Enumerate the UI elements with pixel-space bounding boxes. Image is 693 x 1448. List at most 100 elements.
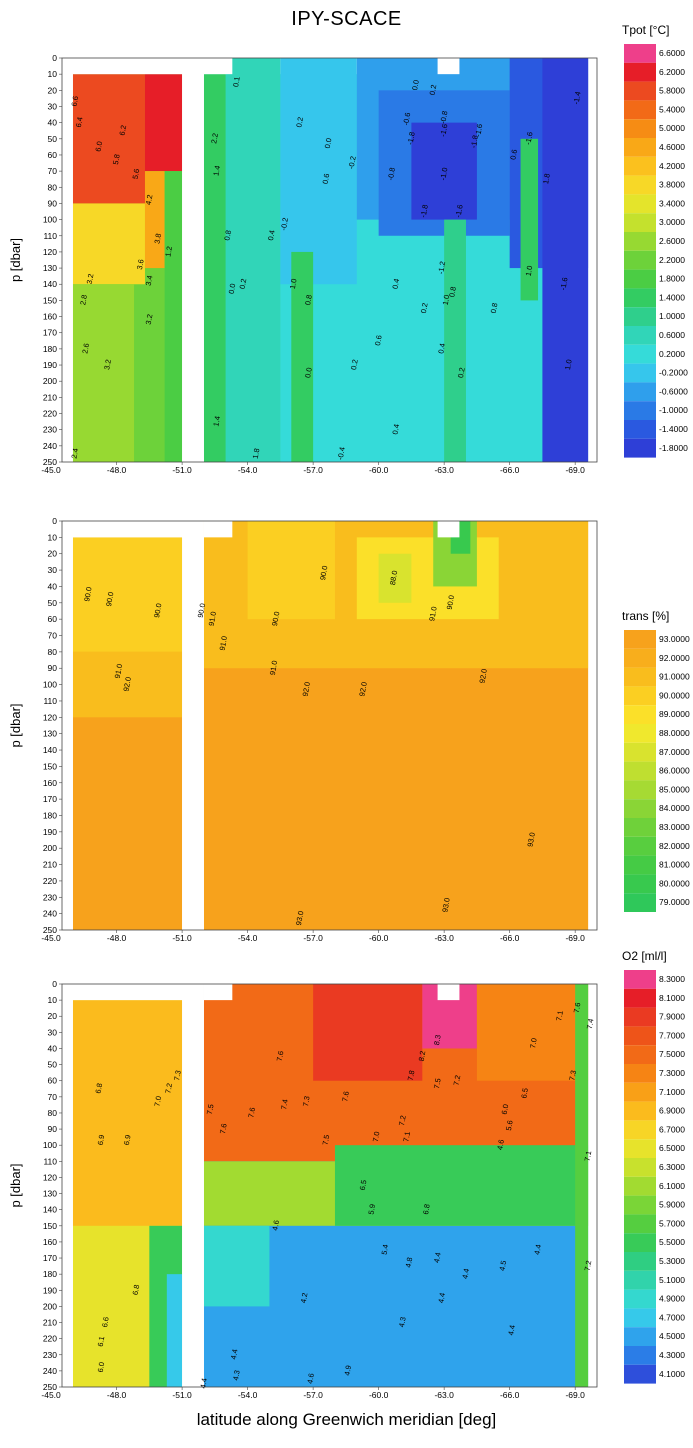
- contour-label: -1.4: [572, 91, 583, 105]
- colorbar-swatch: [624, 818, 656, 837]
- contour-label: 7.3: [567, 1070, 578, 1082]
- contour-label: 0.6: [373, 334, 384, 346]
- contour-label: 7.1: [583, 1150, 594, 1162]
- field-patch: [378, 553, 412, 603]
- colorbar-label: 5.1000: [659, 1275, 685, 1285]
- colorbar-label: 4.2000: [659, 161, 685, 171]
- colorbar-label: 4.5000: [659, 1331, 685, 1341]
- data-gap: [203, 58, 233, 75]
- x-tick-label: -54.0: [238, 465, 258, 475]
- colorbar-label: -0.2000: [659, 368, 688, 378]
- colorbar-label: 91.0000: [659, 672, 690, 682]
- y-tick-label: 230: [43, 425, 57, 435]
- contour-label: 4.4: [198, 1377, 209, 1389]
- contour-label: 5.6: [131, 168, 142, 180]
- colorbar-swatch: [624, 156, 656, 176]
- colorbar-label: -1.4000: [659, 424, 688, 434]
- contour-label: 6.6: [100, 1316, 111, 1328]
- colorbar-swatch: [624, 194, 656, 214]
- x-tick-label: -60.0: [369, 465, 389, 475]
- contour-label: 90.0: [270, 611, 281, 627]
- x-tick-label: -66.0: [500, 465, 520, 475]
- contour-label: -1.6: [438, 123, 449, 137]
- y-tick-label: 240: [43, 909, 57, 919]
- y-tick-label: 140: [43, 1205, 57, 1215]
- field-patch: [203, 74, 226, 462]
- plot-frame: [61, 57, 598, 463]
- colorbar-swatch: [624, 1101, 656, 1121]
- colorbar-label: 87.0000: [659, 747, 690, 757]
- colorbar-label: 89.0000: [659, 709, 690, 719]
- contour-label: -1.0: [438, 167, 449, 181]
- x-tick-label: -57.0: [303, 933, 323, 943]
- colorbar-label: 83.0000: [659, 822, 690, 832]
- colorbar-label: 82.0000: [659, 841, 690, 851]
- contour-label: 0.2: [428, 84, 439, 96]
- x-tick-label: -45.0: [41, 1390, 61, 1400]
- contour-label: 6.1: [96, 1336, 107, 1348]
- colorbar-swatch: [624, 724, 656, 743]
- x-tick-label: -57.0: [303, 465, 323, 475]
- data-gap: [203, 984, 233, 1001]
- colorbar-swatch: [624, 988, 656, 1008]
- contour-label: -1.8: [406, 131, 417, 145]
- color-field: [72, 521, 589, 930]
- colorbar-swatch: [624, 100, 656, 120]
- contour-label: 6.8: [421, 1203, 432, 1215]
- contour-label: -1.6: [454, 204, 465, 218]
- colorbar-label: 3.4000: [659, 198, 685, 208]
- colorbar-label: -1.0000: [659, 405, 688, 415]
- contour-label: 7.0: [371, 1131, 382, 1143]
- y-tick-label: 220: [43, 1334, 57, 1344]
- y-tick-label: 50: [48, 598, 58, 608]
- contour-label: 6.4: [74, 116, 85, 128]
- contour-label: 7.2: [583, 1260, 594, 1272]
- colorbar-swatch: [624, 667, 656, 687]
- contour-label: 6.5: [519, 1087, 530, 1099]
- contour-label: 93.0: [294, 910, 305, 926]
- data-gap: [62, 58, 73, 462]
- colorbar-swatch: [624, 836, 656, 856]
- contour-label: 7.5: [432, 1078, 443, 1090]
- data-gap: [72, 58, 183, 75]
- colorbar-label: 79.0000: [659, 897, 690, 907]
- colorbar-label: 0.2000: [659, 349, 685, 359]
- colorbar-label: 7.9000: [659, 1012, 685, 1022]
- colorbar-swatch: [624, 81, 656, 101]
- colorbar-swatch: [624, 1026, 656, 1046]
- contour-label: 0.6: [321, 173, 332, 185]
- colorbar-swatch: [624, 742, 656, 762]
- contour-label: 90.0: [318, 565, 329, 581]
- contour-label: 0.2: [349, 359, 360, 371]
- colorbar-swatch: [624, 250, 656, 270]
- colorbar-swatch: [624, 1195, 656, 1215]
- colorbar-label: 88.0000: [659, 728, 690, 738]
- plot-frame: [61, 983, 598, 1388]
- contour-label: 8.3: [432, 1034, 443, 1046]
- y-tick-label: 120: [43, 1172, 57, 1182]
- y-tick-label: 190: [43, 360, 57, 370]
- colorbar-swatch: [624, 232, 656, 251]
- colorbar-swatch: [624, 1082, 656, 1102]
- data-gap: [182, 58, 204, 462]
- contour-label: 4.9: [342, 1365, 353, 1377]
- contour-label: 3.8: [152, 233, 163, 245]
- contour-label: 7.5: [321, 1134, 332, 1146]
- y-tick-label: 100: [43, 215, 57, 225]
- field-patch: [575, 984, 589, 1387]
- colorbar-swatch: [624, 1120, 656, 1140]
- contour-label: 0.0: [303, 367, 314, 379]
- data-gap: [62, 984, 73, 1387]
- colorbar-swatch: [624, 382, 656, 402]
- field-patch: [225, 58, 281, 462]
- colorbar-swatch: [624, 326, 656, 345]
- contour-label: -0.4: [336, 446, 347, 460]
- y-tick-label: 160: [43, 312, 57, 322]
- data-gap: [588, 521, 597, 930]
- colorbar-swatch: [624, 420, 656, 439]
- contour-label: 0.4: [390, 278, 401, 290]
- contour-label: 4.8: [404, 1257, 415, 1269]
- contour-label: 90.0: [445, 594, 456, 610]
- colorbar-label: 5.7000: [659, 1218, 685, 1228]
